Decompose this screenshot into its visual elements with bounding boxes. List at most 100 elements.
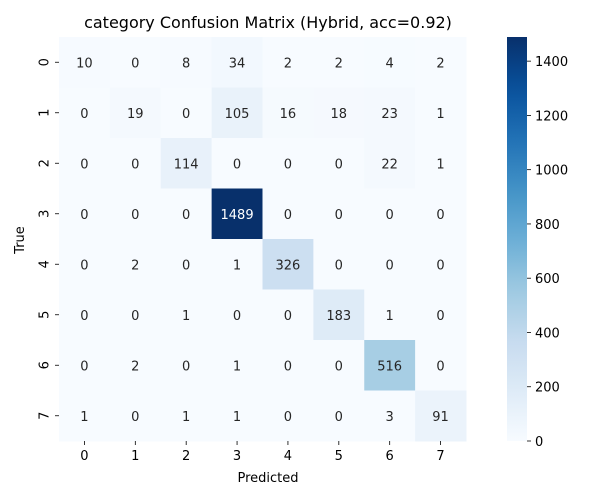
- heatmap-cell: [59, 37, 111, 88]
- heatmap-cell: [211, 87, 263, 139]
- colorbar-tick-label: 200: [535, 381, 560, 396]
- cell-value-label: 4: [386, 56, 394, 71]
- heatmap-cell: [364, 289, 416, 341]
- heatmap-cell: [262, 340, 314, 391]
- cell-value-label: 2: [284, 56, 292, 71]
- heatmap-cell: [59, 138, 111, 189]
- cell-value-label: 1: [182, 309, 190, 324]
- cell-value-label: 3: [386, 410, 394, 425]
- heatmap-cell: [415, 340, 467, 391]
- cell-value-label: 0: [386, 258, 394, 273]
- cell-value-label: 0: [182, 359, 190, 374]
- heatmap-cell: [415, 37, 467, 88]
- cell-value-label: 1: [233, 410, 241, 425]
- heatmap-cell: [313, 87, 365, 139]
- cell-value-label: 0: [335, 157, 343, 172]
- x-tick-label: 4: [284, 449, 292, 464]
- heatmap-cell: [313, 289, 365, 341]
- heatmap-cell: [109, 188, 162, 240]
- cell-value-label: 0: [436, 359, 444, 374]
- cell-value-label: 22: [381, 157, 398, 172]
- cell-value-label: 91: [432, 410, 449, 425]
- cell-value-label: 2: [335, 56, 343, 71]
- cell-value-label: 0: [284, 309, 292, 324]
- colorbar-tick-label: 400: [535, 326, 560, 341]
- heatmap-cell: [313, 239, 365, 290]
- x-axis: 0 1 2 3 4 5 6 7: [80, 441, 445, 464]
- y-tick-label: 1: [38, 109, 53, 117]
- y-axis: 0 1 2 3 4 5 6 7: [38, 58, 59, 420]
- heatmap-cell: [59, 390, 111, 442]
- y-tick-label: 2: [38, 159, 53, 167]
- heatmap-cell: [262, 37, 314, 88]
- colorbar-ticks: 0 200 400 600 800 1000 1200 1400: [527, 55, 568, 450]
- cell-value-label: 8: [182, 56, 190, 71]
- cell-value-label: 1: [436, 107, 444, 122]
- heatmap-cell: [211, 188, 263, 240]
- heatmap-cell: [262, 239, 314, 290]
- heatmap-cell: [59, 87, 111, 139]
- heatmap-cell: [364, 239, 416, 290]
- cell-value-label: 34: [229, 56, 246, 71]
- heatmap-cell: [160, 340, 213, 391]
- cell-value-label: 114: [174, 157, 199, 172]
- heatmap-cell: [59, 340, 111, 391]
- heatmap-cell: [262, 188, 314, 240]
- cell-value-label: 0: [436, 208, 444, 223]
- heatmap-cell: [415, 390, 467, 442]
- x-tick-label: 6: [386, 449, 394, 464]
- heatmap-cell: [109, 87, 162, 139]
- heatmap-cell: [364, 138, 416, 189]
- y-axis-label: True: [13, 226, 28, 255]
- cell-value-label: 326: [276, 258, 301, 273]
- cell-value-label: 1: [436, 157, 444, 172]
- cell-value-label: 105: [225, 107, 250, 122]
- cell-value-label: 1: [386, 309, 394, 324]
- cell-value-label: 16: [280, 107, 297, 122]
- cell-value-label: 19: [127, 107, 144, 122]
- cell-value-label: 1: [233, 258, 241, 273]
- cell-value-label: 18: [331, 107, 348, 122]
- heatmap-cell: [160, 37, 213, 88]
- x-tick-label: 3: [233, 449, 241, 464]
- heatmap-cell: [211, 289, 263, 341]
- heatmap-cell: [415, 138, 467, 189]
- cell-value-label: 1: [233, 359, 241, 374]
- cell-value-label: 0: [131, 157, 139, 172]
- heatmap-cell: [160, 289, 213, 341]
- heatmap-cell: [109, 138, 162, 189]
- x-axis-label: Predicted: [237, 471, 298, 486]
- cell-value-label: 0: [233, 309, 241, 324]
- cell-value-label: 0: [131, 309, 139, 324]
- heatmap-cell: [160, 390, 213, 442]
- y-tick-label: 3: [38, 210, 53, 218]
- heatmap-cell: [364, 390, 416, 442]
- cell-value-label: 1: [182, 410, 190, 425]
- cell-value-label: 2: [131, 359, 139, 374]
- y-tick-label: 5: [38, 311, 53, 319]
- cell-value-label: 0: [80, 309, 88, 324]
- heatmap-cell: [59, 289, 111, 341]
- colorbar-tick-label: 800: [535, 218, 560, 233]
- heatmap-cell: [364, 87, 416, 139]
- heatmap-cell: [313, 138, 365, 189]
- cell-value-label: 0: [80, 157, 88, 172]
- heatmap-cell: [160, 87, 213, 139]
- heatmap-cell: [160, 138, 213, 189]
- cell-value-label: 516: [377, 359, 402, 374]
- cell-value-label: 2: [131, 258, 139, 273]
- y-tick-label: 6: [38, 361, 53, 369]
- heatmap-cell: [415, 87, 467, 139]
- colorbar-tick-label: 1000: [535, 164, 568, 179]
- heatmap-cell: [109, 37, 162, 88]
- cell-value-label: 0: [335, 359, 343, 374]
- heatmap-cell: [160, 188, 213, 240]
- heatmap-cell: [313, 37, 365, 88]
- x-tick-label: 0: [80, 449, 88, 464]
- heatmap-cell: [415, 289, 467, 341]
- heatmap-cell: [364, 340, 416, 391]
- colorbar-tick-label: 1400: [535, 55, 568, 70]
- heatmap-cell: [313, 390, 365, 442]
- cell-value-label: 1489: [221, 208, 254, 223]
